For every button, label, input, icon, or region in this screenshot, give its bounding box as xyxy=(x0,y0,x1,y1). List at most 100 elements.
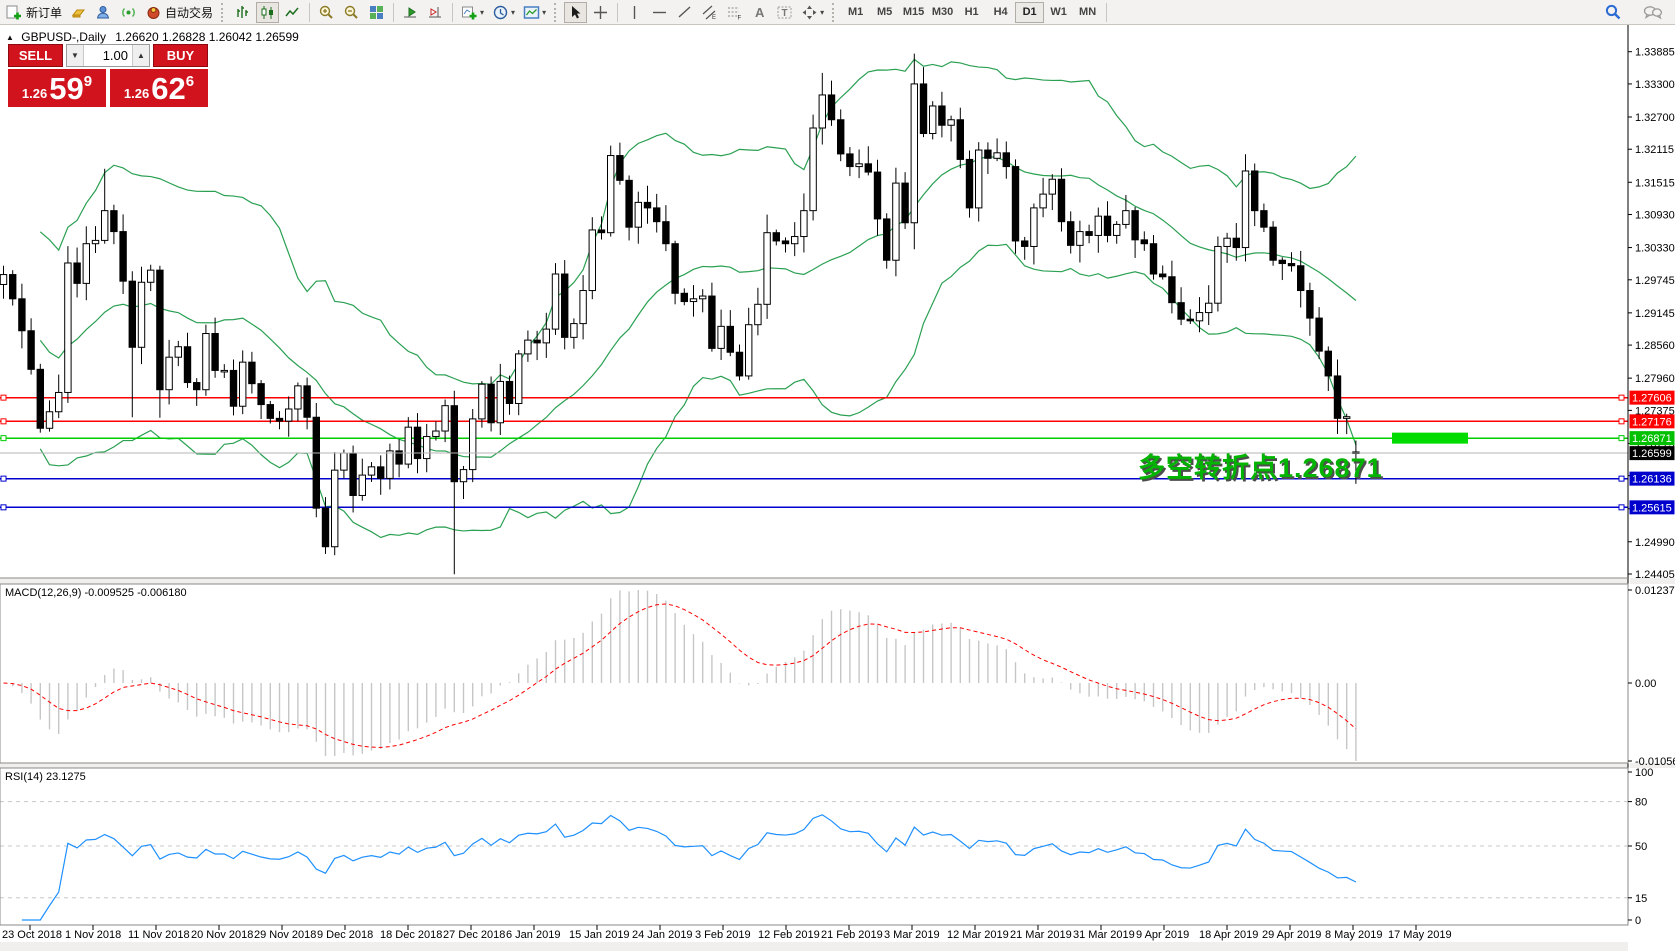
line-handle[interactable] xyxy=(1618,475,1625,482)
candle-body xyxy=(579,290,587,325)
timeframe-button-W1[interactable]: W1 xyxy=(1050,6,1067,18)
search-button[interactable] xyxy=(1601,2,1625,23)
pane-divider xyxy=(0,763,1675,768)
gold-button[interactable] xyxy=(67,2,90,23)
candle-body xyxy=(781,240,790,245)
line-handle[interactable] xyxy=(0,418,7,425)
volume-input[interactable] xyxy=(84,45,132,66)
timeframe-button-M5[interactable]: M5 xyxy=(876,6,893,18)
axis-price-label: 1.25615 xyxy=(1632,502,1672,514)
horizontal-line-button[interactable] xyxy=(648,2,671,23)
timeframe-button-H4[interactable]: H4 xyxy=(993,6,1008,18)
axis-tick-label: 0 xyxy=(1635,915,1641,927)
line-handle[interactable] xyxy=(0,394,7,401)
candlestick-chart-button[interactable] xyxy=(256,1,280,23)
cursor-button[interactable] xyxy=(564,1,588,23)
candle-body xyxy=(938,105,946,126)
timeframe-button-M15[interactable]: M15 xyxy=(902,6,925,18)
line-handle[interactable] xyxy=(0,475,7,482)
axis-tick-label: 1.32115 xyxy=(1635,144,1674,156)
candle-body xyxy=(910,83,918,224)
candle-body xyxy=(561,273,569,338)
line-handle[interactable] xyxy=(1618,504,1625,511)
macd-indicator-label: MACD(12,26,9) -0.009525 -0.006180 xyxy=(5,587,187,599)
zoom-in-button[interactable] xyxy=(315,2,338,23)
line-handle[interactable] xyxy=(0,435,7,442)
line-handle[interactable] xyxy=(0,504,7,511)
zoom-out-button[interactable] xyxy=(340,2,363,23)
trendline-button[interactable] xyxy=(673,2,696,23)
date-label: 21 Mar 2019 xyxy=(1010,929,1072,941)
community-button[interactable] xyxy=(92,2,115,23)
candle-body xyxy=(358,474,367,496)
collapse-triangle-icon[interactable]: ▲ xyxy=(6,33,14,42)
line-handle[interactable] xyxy=(1618,394,1625,401)
volume-decrease-button[interactable]: ▼ xyxy=(67,45,84,66)
volume-increase-button[interactable]: ▲ xyxy=(132,45,149,66)
candle-body xyxy=(432,430,440,438)
arrows-caret: ▾ xyxy=(820,7,825,17)
timeframe-button-D1[interactable]: D1 xyxy=(1015,1,1045,23)
candle-body xyxy=(386,450,394,479)
sell-price-display[interactable]: 1.26 59 9 xyxy=(8,69,106,107)
line-chart-button[interactable] xyxy=(281,2,304,23)
new-order-button[interactable]: 新订单 xyxy=(3,2,65,23)
axis-tick-label: 1.30330 xyxy=(1635,243,1675,255)
timeframe-button-M30[interactable]: M30 xyxy=(931,6,954,18)
indicators-button[interactable]: ▾ xyxy=(458,2,487,23)
sell-button[interactable]: SELL xyxy=(8,44,63,67)
buy-price-display[interactable]: 1.26 62 6 xyxy=(110,69,208,107)
axis-price-label: 1.26871 xyxy=(1632,433,1672,445)
arrows-button[interactable]: ▾ xyxy=(798,2,827,23)
candle-body xyxy=(643,201,652,209)
candle-body xyxy=(1223,237,1231,247)
periods-button[interactable]: ▾ xyxy=(489,2,518,23)
chart-background xyxy=(0,25,1675,951)
candle-body xyxy=(827,94,836,121)
date-label: 3 Mar 2019 xyxy=(884,929,940,941)
trendline-icon xyxy=(678,5,691,18)
candle-body xyxy=(883,218,891,261)
axis-tick-label: 80 xyxy=(1635,797,1647,809)
text-label-button[interactable]: T xyxy=(773,2,796,23)
line-handle[interactable] xyxy=(1618,435,1625,442)
candle-body xyxy=(91,239,100,245)
bar-chart-button[interactable] xyxy=(231,2,254,23)
vertical-line-button[interactable] xyxy=(623,2,646,23)
crosshair-button[interactable] xyxy=(589,2,612,23)
date-label: 31 Mar 2019 xyxy=(1073,929,1135,941)
autotrading-button[interactable]: 自动交易 xyxy=(142,2,216,23)
timeframe-button-MN[interactable]: MN xyxy=(1079,6,1097,18)
timeframe-button-M1[interactable]: M1 xyxy=(847,6,864,18)
signals-button[interactable] xyxy=(117,2,140,23)
candle-body xyxy=(36,368,44,429)
candle-body xyxy=(1177,302,1185,320)
candle-body xyxy=(800,210,808,238)
chat-button[interactable] xyxy=(1640,2,1666,23)
auto-scroll-button[interactable] xyxy=(399,2,422,23)
date-label: 3 Feb 2019 xyxy=(695,929,751,941)
buy-button[interactable]: BUY xyxy=(153,44,208,67)
line-handle[interactable] xyxy=(1618,418,1625,425)
templates-button[interactable]: ▾ xyxy=(520,2,549,23)
equidistant-channel-button[interactable]: E xyxy=(698,2,721,23)
candle-body xyxy=(607,155,615,234)
axis-price-label-box xyxy=(1629,414,1675,429)
candle-body xyxy=(1103,215,1112,236)
candle-body xyxy=(340,452,348,471)
tile-windows-button[interactable] xyxy=(365,2,388,23)
candle-body xyxy=(459,469,468,483)
candle-body xyxy=(1333,375,1342,419)
candle-body xyxy=(9,274,17,300)
chart-shift-button[interactable] xyxy=(424,2,447,23)
candle-body xyxy=(616,155,624,181)
candle-body xyxy=(1030,207,1038,247)
fibonacci-button[interactable]: F xyxy=(723,2,746,23)
axis-price-label-box xyxy=(1629,390,1675,405)
date-label: 6 Jan 2019 xyxy=(506,929,560,941)
text-button[interactable]: A xyxy=(748,2,771,23)
candle-body xyxy=(653,207,661,223)
candle-body xyxy=(754,303,762,326)
timeframe-button-H1[interactable]: H1 xyxy=(964,6,979,18)
candle-body xyxy=(956,119,964,160)
